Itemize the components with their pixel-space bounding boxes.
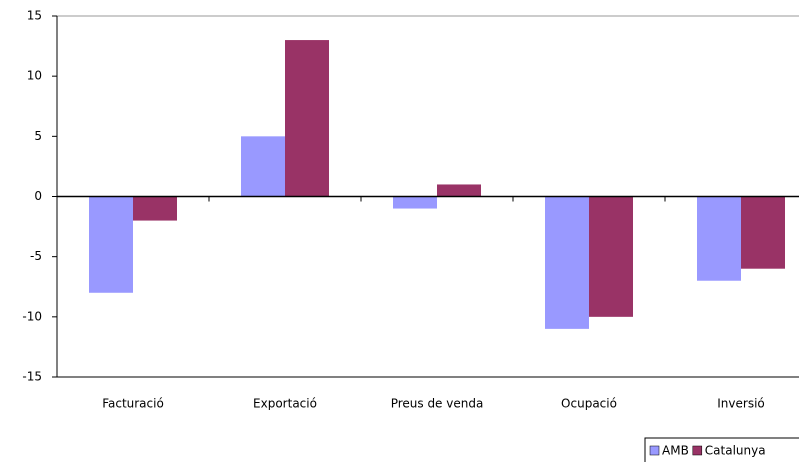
bar [133,196,177,221]
y-tick-label: 10 [27,69,42,83]
x-tick-label: Exportació [253,397,317,411]
legend-label: AMB [662,444,689,458]
bar [285,40,329,197]
x-tick-label: Preus de venda [391,397,484,411]
legend-box [644,437,799,462]
bar [741,196,785,269]
y-tick-label: -15 [22,370,42,384]
bar [89,196,133,293]
legend-label: Catalunya [705,444,766,458]
legend-swatch [649,445,660,456]
y-tick-label: 15 [27,9,42,23]
y-tick-label: 5 [34,129,42,143]
y-tick-label: 0 [34,189,42,203]
legend-swatch [692,445,703,456]
bar [589,196,633,317]
x-tick-label: Ocupació [561,397,617,411]
bar [697,196,741,281]
x-tick-label: Inversió [717,397,765,411]
y-tick-label: -10 [22,309,42,323]
bar [545,196,589,329]
bar [241,136,285,197]
bar [393,196,437,209]
bar [437,184,481,197]
x-tick-label: Facturació [102,397,164,411]
y-tick-label: -5 [30,249,42,263]
